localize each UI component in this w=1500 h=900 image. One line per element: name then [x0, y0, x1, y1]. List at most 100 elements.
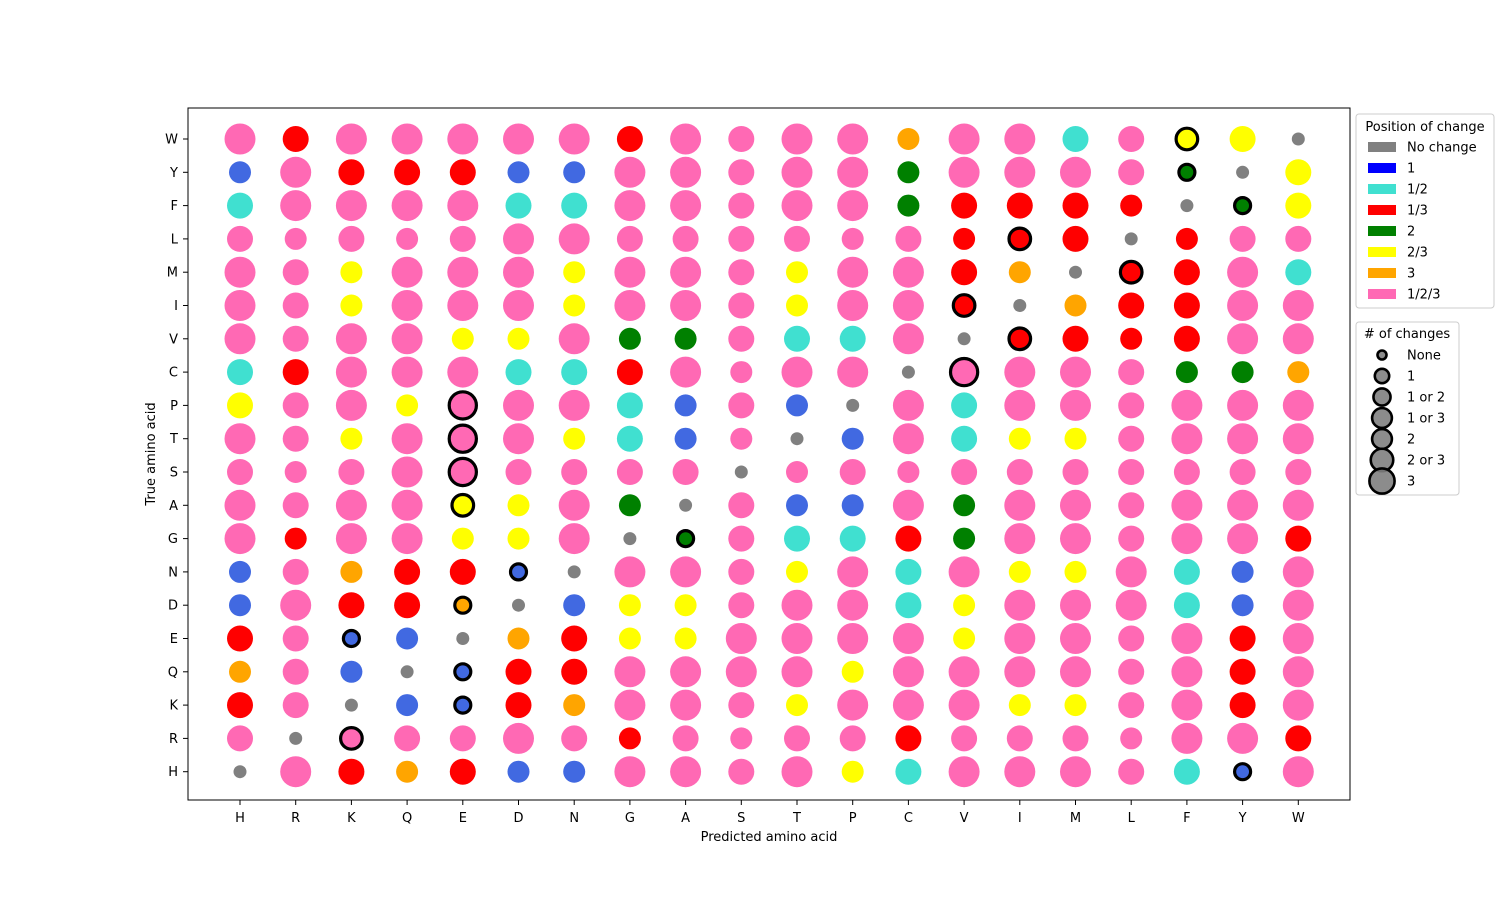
changes-legend-marker	[1376, 349, 1388, 361]
data-point	[1175, 361, 1198, 384]
data-point	[895, 592, 922, 619]
data-point	[790, 432, 804, 446]
data-point-outlined	[1007, 226, 1033, 252]
data-point	[1064, 560, 1087, 583]
data-point	[1173, 259, 1200, 286]
data-point	[561, 725, 588, 752]
data-point	[335, 323, 367, 355]
data-point	[948, 156, 980, 188]
data-point	[674, 427, 697, 450]
data-point	[614, 256, 646, 288]
data-point	[505, 658, 532, 685]
data-point	[282, 658, 309, 685]
data-point	[227, 725, 253, 752]
data-point	[282, 325, 309, 352]
x-tick-label: S	[737, 811, 745, 826]
x-tick-label: K	[347, 811, 356, 826]
data-point	[953, 594, 976, 617]
data-point	[614, 756, 646, 788]
data-point	[1060, 489, 1091, 521]
data-point	[280, 589, 312, 621]
position-legend-label: 1/2	[1407, 183, 1428, 198]
data-point	[503, 423, 534, 455]
y-axis-ticks: W Y F L M I V C P T S A G N D E Q K R H	[165, 133, 188, 780]
data-point	[786, 461, 808, 483]
data-point	[948, 656, 980, 688]
data-point	[503, 123, 534, 155]
data-point	[674, 394, 697, 417]
data-point	[282, 425, 309, 452]
data-point	[841, 494, 864, 517]
data-point	[895, 525, 922, 552]
data-point	[951, 192, 978, 219]
data-point	[781, 356, 813, 388]
x-tick-label: H	[235, 811, 245, 826]
data-point	[839, 325, 866, 352]
data-point	[837, 190, 869, 222]
data-point	[1282, 489, 1314, 521]
data-point	[839, 459, 866, 485]
data-point	[1231, 594, 1254, 617]
data-point	[1064, 427, 1087, 450]
y-tick-label: D	[168, 599, 178, 614]
data-point	[616, 392, 643, 419]
data-point	[394, 725, 421, 752]
data-point	[1173, 292, 1200, 319]
x-tick-label: W	[1292, 811, 1305, 826]
data-point	[839, 525, 866, 552]
data-point	[614, 556, 646, 588]
x-tick-label: T	[792, 811, 801, 826]
data-point	[1171, 523, 1203, 555]
changes-legend-label: None	[1407, 349, 1441, 364]
data-point	[391, 323, 423, 355]
data-point	[730, 727, 753, 750]
y-tick-label: H	[168, 765, 178, 780]
data-point	[280, 156, 312, 188]
data-point	[674, 627, 697, 650]
data-point	[507, 327, 530, 350]
data-point	[396, 694, 419, 717]
data-point	[1171, 722, 1203, 754]
data-point	[224, 423, 256, 455]
data-point	[449, 725, 476, 752]
data-point	[558, 523, 590, 555]
data-point	[1229, 625, 1256, 652]
data-point	[338, 758, 365, 785]
data-point	[563, 161, 586, 184]
data-point	[507, 527, 530, 550]
data-point	[892, 489, 924, 521]
data-point	[1118, 159, 1145, 186]
data-point	[728, 758, 755, 785]
data-point	[391, 123, 423, 155]
data-point	[728, 225, 755, 252]
data-point	[892, 623, 924, 654]
data-point	[614, 290, 646, 321]
data-point	[456, 632, 470, 645]
data-point	[1060, 589, 1091, 621]
data-point	[951, 459, 978, 485]
data-point	[670, 190, 702, 222]
data-point	[1171, 489, 1203, 521]
data-point	[1064, 294, 1087, 317]
data-point	[289, 731, 303, 745]
data-point	[335, 123, 367, 155]
y-tick-label: F	[171, 199, 178, 214]
data-point	[1227, 523, 1259, 555]
data-point	[335, 489, 367, 521]
data-point	[614, 156, 646, 188]
data-point	[784, 725, 810, 752]
data-point	[1227, 389, 1259, 421]
data-point	[391, 523, 423, 555]
data-point	[451, 327, 474, 350]
y-tick-label: N	[168, 565, 178, 580]
data-point	[728, 159, 755, 186]
data-point	[1227, 323, 1259, 355]
y-tick-label: W	[165, 133, 178, 148]
data-point-outlined	[453, 695, 473, 715]
data-point	[679, 498, 693, 512]
changes-legend-title: # of changes	[1364, 327, 1451, 342]
position-legend-label: No change	[1407, 141, 1477, 156]
data-point	[1013, 299, 1027, 312]
